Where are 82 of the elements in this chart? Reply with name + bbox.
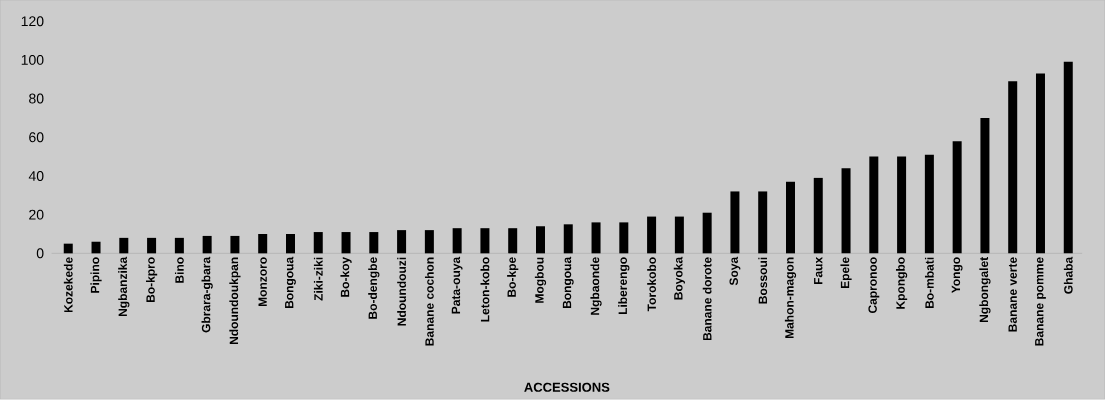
bar (285, 234, 295, 254)
bar (202, 236, 212, 254)
x-tick-label: Banane cochon (424, 257, 434, 346)
bar (730, 191, 740, 254)
x-tick-label: Capronoo (868, 257, 880, 314)
x-tick-label: Bo-kpe (507, 257, 519, 297)
x-tick-label: Liberengo (618, 257, 630, 315)
x-tick-label: Faux (814, 257, 823, 285)
bar (91, 241, 101, 254)
bar (480, 228, 490, 254)
bar (535, 226, 545, 254)
bar (424, 230, 434, 254)
bar (897, 156, 907, 254)
bar (647, 216, 657, 254)
x-tick-label: Ngbanzika (118, 256, 130, 317)
x-tick-label: Ghaba (1063, 256, 1073, 294)
bar (230, 236, 240, 254)
bar (452, 228, 462, 254)
x-tick-label: Ngbongalet (979, 257, 991, 323)
x-tick-label: Boyoka (673, 256, 685, 300)
x-tick-label: Bossoui (758, 257, 768, 304)
x-tick-label: Torokobo (647, 257, 656, 312)
bar (813, 178, 823, 254)
bar (702, 212, 712, 254)
bar (258, 234, 268, 254)
x-tick-label: Kozekede (63, 257, 73, 313)
bar (758, 191, 768, 254)
bar (841, 168, 851, 254)
bar (174, 238, 184, 254)
x-tick-label: Bo-koy (340, 257, 352, 297)
x-tick-label: Bo-dengbe (368, 257, 380, 319)
bar (313, 232, 323, 254)
x-tick-label: Monzoro (258, 257, 267, 307)
bar (397, 230, 407, 254)
bar (952, 141, 962, 254)
bar (341, 232, 351, 254)
x-tick-label: Mogbou (534, 257, 547, 303)
x-tick-label: Bo-kpro (146, 257, 158, 303)
y-tick-label: 0 (36, 248, 44, 259)
x-tick-label: Gbrara-gbara (201, 256, 213, 333)
bar (869, 156, 879, 254)
x-tick-label: Mahon-magon (784, 257, 797, 339)
x-axis-title: ACCESSIONS (524, 382, 610, 393)
x-tick-label: Soya (729, 256, 741, 286)
y-tick-label: 60 (29, 132, 44, 143)
bar (674, 216, 684, 254)
y-tick-label: 120 (21, 16, 44, 27)
x-tick-label: Banane dorote (702, 257, 712, 341)
x-tick-label: Ndoundouzi (397, 257, 406, 326)
bar (1008, 81, 1018, 254)
y-tick-label: 20 (29, 209, 44, 220)
x-tick-label: Banane verte (1008, 257, 1017, 332)
x-tick-label: Banane pomme (1035, 257, 1046, 346)
bar (119, 238, 129, 254)
bar (147, 238, 157, 254)
x-tick-label: Bino (174, 257, 184, 283)
x-tick-label: Bongoua (285, 256, 296, 309)
y-tick-label: 40 (28, 171, 44, 182)
bar (591, 222, 601, 254)
y-tick-label: 80 (29, 93, 44, 104)
x-tick-label: Epele (840, 257, 852, 289)
bar (563, 224, 573, 254)
y-tick-label: 100 (21, 55, 44, 66)
bar (980, 118, 990, 254)
x-tick-label: Pata-ouya (451, 256, 463, 314)
x-tick-label: Bongoua (562, 256, 574, 309)
bar (508, 228, 518, 254)
bar (1035, 73, 1045, 254)
bar (63, 243, 73, 254)
x-tick-label: Bo-mbati (924, 257, 934, 309)
bar (619, 222, 629, 254)
x-tick-label: Pipino (90, 257, 102, 293)
bar (1063, 62, 1073, 254)
x-tick-label: Leton-kobo (480, 257, 490, 322)
bar (924, 154, 934, 254)
x-tick-label: Ziki-ziki (313, 257, 323, 301)
bar (785, 181, 795, 254)
bar (369, 232, 379, 254)
x-tick-label: Ndoundoukpan (229, 257, 241, 345)
x-tick-label: Kpongbo (895, 257, 908, 309)
x-tick-label: Yongo (951, 257, 963, 294)
x-tick-label: Ngbaonde (590, 257, 602, 315)
